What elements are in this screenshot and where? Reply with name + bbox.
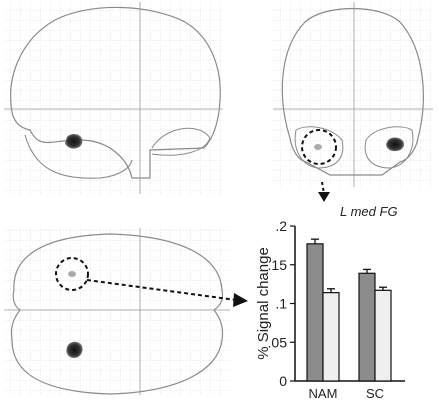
coronal-brain-outline [281,8,424,176]
bar [306,243,324,382]
sagittal-brain-outline [10,6,221,179]
x-category-label: SC [366,386,384,401]
bar [322,292,340,382]
axial-view [4,228,230,395]
coronal-left-temporal [294,126,344,169]
coronal-right-activation-blob [386,137,405,152]
coronal-view [273,2,433,187]
connector-arrows [86,181,330,307]
sagittal-cerebellum [151,127,211,156]
coronal-arrowhead [318,192,330,202]
coronal-grid [273,2,433,187]
axial-roi-circle [55,257,89,291]
sagittal-activation-blob [65,134,83,149]
y-tick-label: .15 [268,257,288,273]
bar [374,289,392,382]
sagittal-temporal-lobe [24,134,133,179]
y-axis-label: % Signal change [255,247,272,360]
coronal-arrow-line [321,181,325,195]
y-tick-label: 0 [279,373,287,389]
x-category-label: NAM [309,386,338,401]
y-tick-label: .05 [268,334,288,350]
y-tick-label: .2 [275,218,287,234]
bar [358,272,376,382]
axial-left-activation [68,271,76,277]
sagittal-view [4,2,223,194]
y-tick-label: .1 [275,296,287,312]
coronal-left-activation [314,144,322,150]
coronal-right-temporal [364,126,414,169]
sagittal-grid [4,2,223,194]
coronal-roi-circle [301,129,337,165]
axial-activation-blob [66,341,83,358]
axial-grid [4,228,230,395]
signal-change-bar-chart: % Signal change 0 .05 .1 .15 .2 NAM SC [255,218,405,401]
axial-brain-outline [10,233,224,395]
axial-arrowhead [233,293,248,307]
roi-label: L med FG [340,204,398,219]
